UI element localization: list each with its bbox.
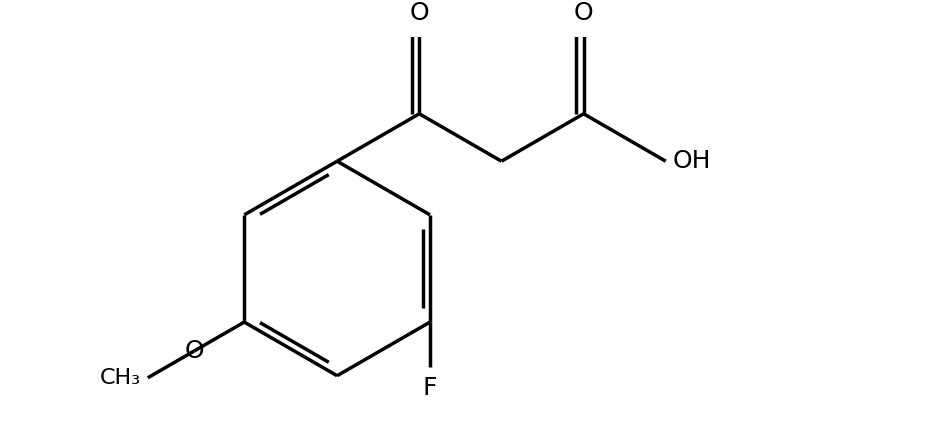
Text: O: O <box>574 1 593 25</box>
Text: O: O <box>184 339 204 363</box>
Text: F: F <box>423 376 437 400</box>
Text: O: O <box>409 1 429 25</box>
Text: CH₃: CH₃ <box>100 368 141 388</box>
Text: OH: OH <box>672 149 711 173</box>
